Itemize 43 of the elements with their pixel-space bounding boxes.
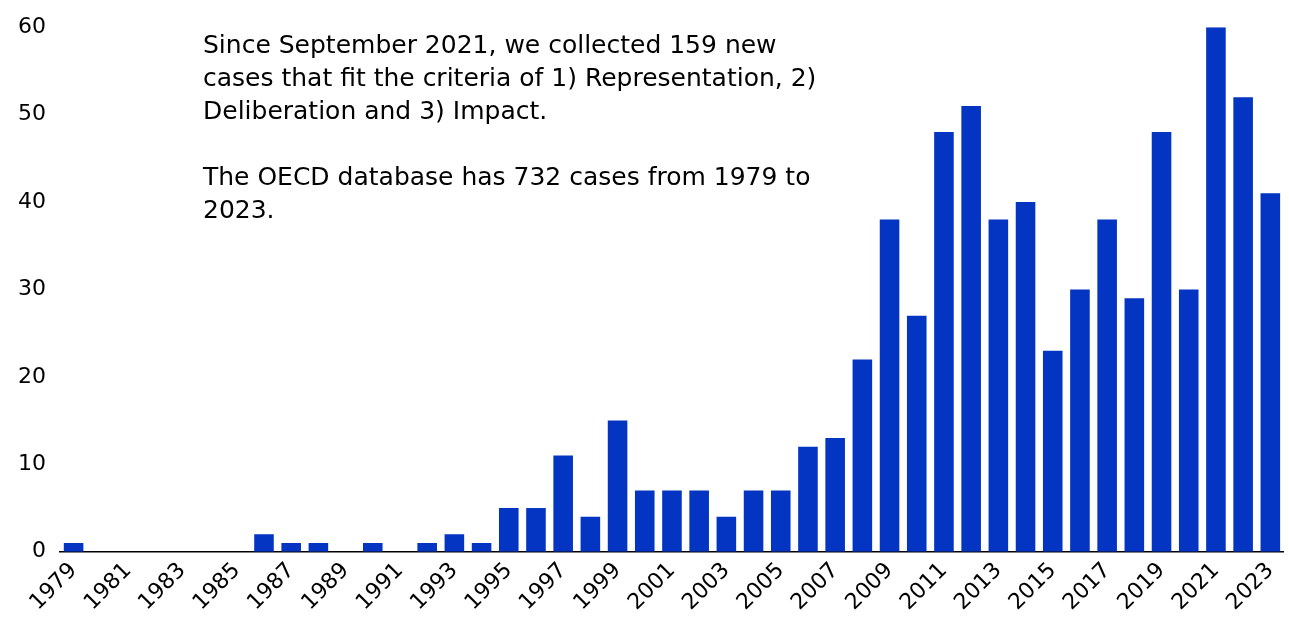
bar [526,508,546,552]
bar [662,490,682,552]
bar [444,534,465,552]
bar [1097,219,1117,552]
bar [254,534,274,552]
bar [1042,350,1063,552]
y-tick-label: 50 [17,100,46,126]
bar [906,315,927,552]
bar [934,132,954,552]
bar [634,490,655,552]
y-tick-label: 30 [17,275,46,301]
bar [1070,289,1090,552]
bar [798,446,818,552]
bar [1260,193,1281,552]
bar [689,490,709,552]
bar [607,420,628,552]
bar [1178,289,1199,552]
bar [825,438,845,552]
bar [281,543,301,552]
bar [879,219,900,552]
bar [580,516,601,552]
bar [770,490,791,552]
y-tick-label: 60 [17,12,46,38]
y-tick-label: 40 [17,187,46,213]
bar [1124,298,1145,552]
bar [961,105,981,552]
bar [852,359,873,552]
bar [1015,202,1036,552]
bar [1151,132,1172,552]
bar [498,508,519,552]
bar [553,455,573,552]
y-tick-label: 10 [17,450,46,476]
bar [362,543,383,552]
bar [1233,97,1253,552]
bar [743,490,764,552]
y-tick-label: 0 [31,537,46,563]
annotation: Since September 2021, we collected 159 new cases that fit the criteria of 1) Representation, 2) Deliberation and 3) Impact. [203,29,818,127]
bar [716,516,737,552]
bar [1206,27,1226,552]
bar [988,219,1009,552]
y-tick-label: 20 [17,362,46,388]
annotation: The OECD database has 732 cases from 1979 to 2023. [203,161,812,226]
bar [417,543,437,552]
